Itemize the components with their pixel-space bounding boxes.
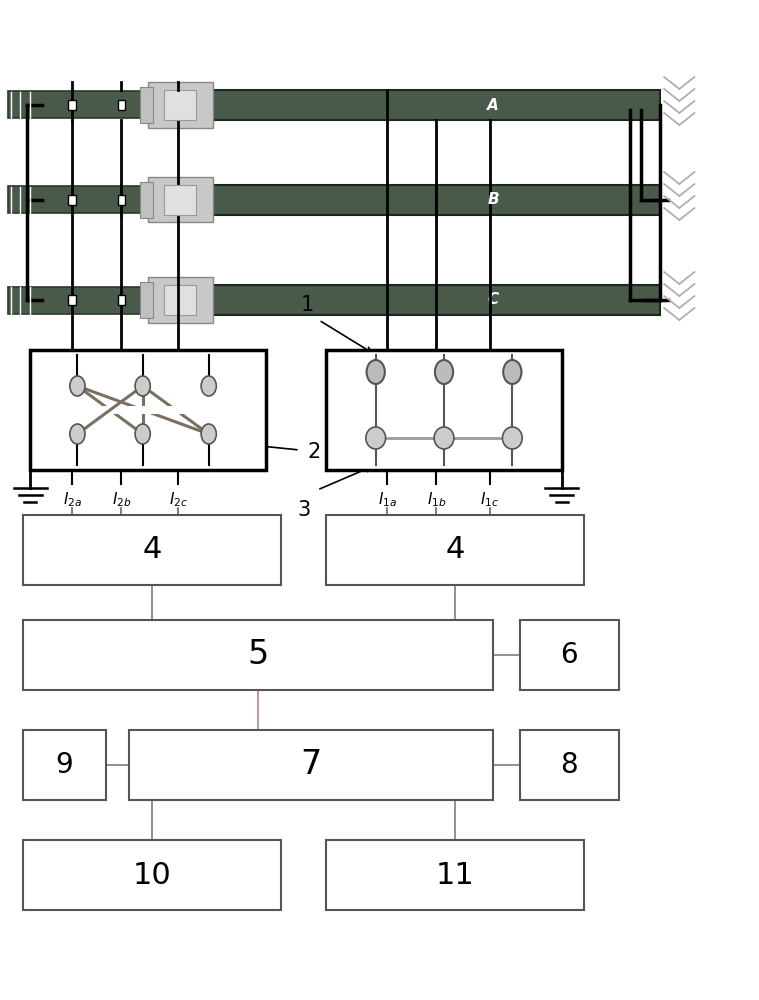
Bar [326, 840, 584, 910]
Bar [164, 90, 197, 120]
Bar [520, 730, 619, 800]
Text: 4: 4 [142, 536, 162, 564]
Text: C: C [488, 292, 499, 308]
Bar [23, 730, 106, 800]
Bar [8, 91, 148, 118]
Text: 5: 5 [247, 639, 269, 672]
Bar [30, 350, 266, 470]
Text: $I_{2c}$: $I_{2c}$ [168, 490, 188, 509]
Bar [520, 620, 619, 690]
Bar [213, 90, 660, 120]
Text: $I_{2b}$: $I_{2b}$ [112, 490, 131, 509]
Bar [118, 100, 125, 110]
Circle shape [135, 376, 150, 396]
Text: 10: 10 [132, 860, 172, 890]
Bar [118, 195, 125, 205]
Bar [68, 295, 76, 305]
Circle shape [70, 376, 85, 396]
Circle shape [435, 360, 453, 384]
Text: B: B [487, 192, 499, 208]
Text: 8: 8 [560, 751, 578, 779]
Circle shape [201, 376, 216, 396]
Bar [118, 295, 125, 305]
Text: 7: 7 [301, 748, 322, 782]
Bar [74, 406, 213, 414]
Ellipse shape [502, 427, 522, 449]
Bar [140, 282, 153, 318]
Bar [129, 730, 493, 800]
Text: 3: 3 [297, 500, 310, 520]
Bar [68, 195, 76, 205]
Text: 1: 1 [301, 295, 314, 315]
Bar [23, 620, 493, 690]
Text: $I_{1c}$: $I_{1c}$ [480, 490, 499, 509]
Circle shape [367, 360, 385, 384]
Text: $I_{2a}$: $I_{2a}$ [62, 490, 82, 509]
Bar [213, 285, 660, 315]
Circle shape [201, 424, 216, 444]
Bar [213, 185, 660, 215]
Bar [23, 840, 281, 910]
Ellipse shape [366, 427, 386, 449]
Circle shape [70, 424, 85, 444]
Text: 9: 9 [55, 751, 74, 779]
Bar [148, 83, 213, 127]
Bar [8, 186, 148, 213]
Text: A: A [487, 98, 499, 112]
Ellipse shape [434, 427, 454, 449]
Text: 11: 11 [436, 860, 475, 890]
Bar [148, 277, 213, 322]
Bar [326, 515, 584, 585]
Text: 6: 6 [560, 641, 578, 669]
Bar [140, 182, 153, 218]
Text: 4: 4 [446, 536, 465, 564]
Circle shape [503, 360, 521, 384]
Text: 2: 2 [307, 442, 320, 462]
Text: $I_{1a}$: $I_{1a}$ [377, 490, 397, 509]
Bar [148, 177, 213, 222]
Bar [326, 350, 562, 470]
Bar [140, 87, 153, 123]
Bar [8, 286, 148, 314]
Bar [164, 285, 197, 315]
Circle shape [135, 424, 150, 444]
Bar [23, 515, 281, 585]
Text: $I_{1b}$: $I_{1b}$ [427, 490, 446, 509]
Bar [68, 100, 76, 110]
Bar [164, 185, 197, 215]
